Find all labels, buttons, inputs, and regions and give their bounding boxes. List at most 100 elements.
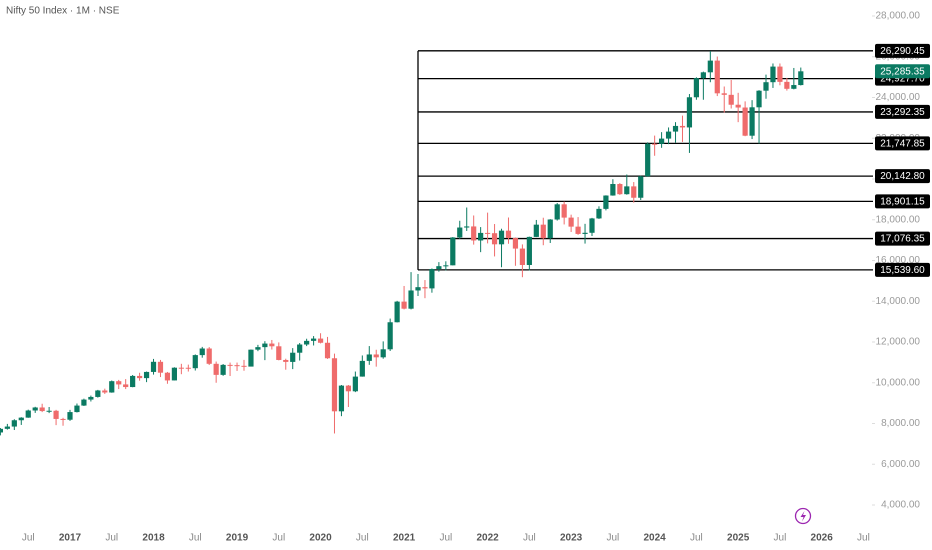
lightning-icon[interactable]	[794, 507, 812, 525]
level-label-box	[875, 262, 930, 277]
candle-body	[304, 340, 310, 345]
candle-body	[457, 227, 463, 238]
candle-body	[185, 367, 191, 369]
level-label-box	[875, 194, 930, 209]
candle-body	[679, 125, 686, 128]
candle-body	[81, 399, 87, 406]
candle-body	[436, 266, 442, 269]
candle-body	[227, 364, 233, 366]
candle-body	[422, 287, 428, 289]
level-label: 17,076.35	[880, 234, 925, 245]
candle-body	[491, 233, 498, 245]
last-price-label: 25,285.35	[880, 66, 925, 77]
candle-body	[603, 195, 609, 209]
y-tick-label: 24,000.00	[876, 92, 921, 103]
level-label: 20,142.80	[880, 171, 925, 182]
candle-body	[380, 349, 386, 358]
x-tick-label: Jul	[857, 533, 870, 544]
candle-body	[234, 365, 240, 367]
candle-body	[686, 97, 693, 128]
candle-body	[352, 376, 358, 392]
candle-body	[471, 226, 477, 241]
x-tick-label: Jul	[272, 533, 285, 544]
y-tick-label: 12,000.00	[876, 337, 921, 348]
candle-body	[359, 360, 365, 377]
candle-body	[331, 358, 338, 412]
candle-body	[116, 381, 122, 385]
level-label: 21,747.85	[880, 139, 925, 150]
candle-body	[311, 338, 317, 341]
candle-body	[596, 208, 602, 219]
candle-body	[415, 287, 421, 291]
candle-body	[735, 104, 741, 108]
candle-body	[178, 367, 184, 369]
x-tick-label: 2025	[727, 533, 750, 544]
candle-body	[0, 428, 3, 433]
level-label-box	[875, 169, 930, 184]
candle-body	[631, 186, 637, 198]
candle-body	[721, 93, 727, 95]
y-tick-label: 14,000.00	[876, 296, 921, 307]
candle-body	[617, 184, 623, 195]
candle-body	[39, 407, 45, 412]
candle-body	[373, 354, 379, 358]
candle-body	[213, 363, 219, 375]
icon-bolt[interactable]	[800, 511, 807, 522]
candle-body	[345, 385, 351, 392]
candle-body	[123, 384, 129, 388]
candle-body	[171, 367, 177, 381]
candle-body	[672, 125, 679, 132]
x-tick-label: 2023	[560, 533, 583, 544]
candle-body	[18, 417, 24, 421]
chart-title: Nifty 50 Index · 1M · NSE	[6, 6, 120, 17]
candle-body	[74, 405, 80, 413]
candle-body	[164, 372, 171, 381]
x-tick-label: Jul	[105, 533, 118, 544]
candle-body	[756, 90, 762, 108]
candle-body	[241, 365, 247, 367]
candle-body	[589, 218, 595, 233]
candle-body	[728, 94, 734, 105]
candle-body	[67, 412, 73, 420]
candle-body	[130, 375, 136, 388]
candle-body	[700, 72, 706, 79]
candle-body	[505, 230, 512, 239]
candle-body	[46, 410, 52, 412]
candle-body	[568, 217, 574, 227]
candle-body	[192, 355, 198, 369]
y-tick-label: 8,000.00	[881, 418, 920, 429]
candle-body	[150, 361, 157, 372]
candle-body	[707, 60, 713, 73]
candle-body	[645, 143, 651, 177]
y-tick-label: 16,000.00	[876, 255, 921, 266]
candle-body	[317, 338, 324, 343]
candle-body	[143, 371, 150, 379]
candle-body	[582, 232, 588, 234]
candle-body	[366, 354, 372, 361]
last-price-box	[875, 64, 930, 79]
candle-body	[95, 390, 101, 397]
candle-body	[11, 420, 17, 427]
level-label-box	[875, 231, 930, 246]
candle-body	[512, 238, 519, 249]
candle-body	[478, 232, 484, 241]
candle-body	[4, 426, 10, 429]
candle-body	[32, 407, 38, 411]
candle-body	[102, 390, 108, 393]
candle-body	[297, 344, 303, 353]
candle-body	[652, 143, 658, 145]
level-label: 15,539.60	[880, 265, 925, 276]
candle-body	[25, 410, 31, 418]
candle-body	[763, 82, 769, 91]
candle-body	[575, 226, 581, 234]
candle-body	[206, 348, 212, 364]
x-tick-label: 2020	[309, 533, 332, 544]
candle-body	[269, 343, 275, 347]
level-label: 18,901.15	[880, 197, 925, 208]
y-tick-label: 18,000.00	[876, 214, 921, 225]
candle-body	[283, 359, 289, 362]
candle-body	[770, 66, 776, 83]
icon-ring[interactable]	[794, 507, 812, 525]
